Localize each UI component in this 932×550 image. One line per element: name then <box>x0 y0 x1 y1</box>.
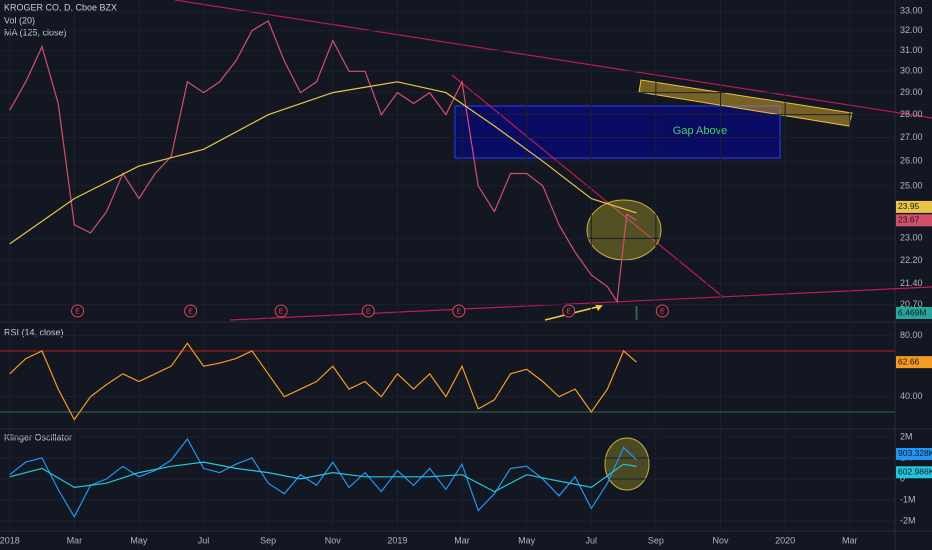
volume-label: 6.469M <box>898 307 926 317</box>
earnings-marker <box>71 304 85 318</box>
last-value-label: 602.986K <box>898 467 932 477</box>
earnings-label: E <box>366 308 371 315</box>
y-tick-label: -1M <box>900 494 916 504</box>
y-tick-label: 26.00 <box>900 156 923 166</box>
series-line <box>9 20 637 304</box>
earnings-marker <box>274 304 288 318</box>
last-value-box <box>896 466 932 479</box>
trendline <box>174 0 932 119</box>
trendline <box>229 286 932 321</box>
last-value-label: 903.328K <box>898 448 932 458</box>
earnings-marker <box>361 304 375 318</box>
y-tick-label: 31.00 <box>900 45 923 55</box>
last-value-box <box>896 307 932 319</box>
last-value-label: 23.67 <box>898 215 920 225</box>
highlight <box>586 199 662 261</box>
last-value-box <box>896 200 932 213</box>
x-tick-label: Sep <box>260 535 276 545</box>
x-tick-label: May <box>130 535 148 545</box>
earnings-label: E <box>188 308 193 315</box>
y-tick-label: 32.00 <box>900 25 923 35</box>
y-tick-label: 30.00 <box>900 66 923 76</box>
earnings-marker <box>562 304 576 318</box>
legend-entry: RSI (14, close) <box>4 327 64 337</box>
y-tick-label: 23.00 <box>900 233 923 243</box>
earnings-label: E <box>456 308 461 315</box>
y-tick-label: 25.00 <box>900 180 923 190</box>
y-tick-label: 21.40 <box>900 278 923 288</box>
highlight <box>604 437 650 491</box>
earnings-label: E <box>660 308 665 315</box>
last-value-box <box>896 447 932 460</box>
last-value-box <box>896 356 932 369</box>
x-tick-label: Sep <box>648 535 664 545</box>
x-tick-label: May <box>518 535 536 545</box>
x-tick-label: Mar <box>842 535 858 545</box>
earnings-marker <box>655 304 669 318</box>
x-tick-label: Nov <box>713 535 730 545</box>
x-tick-label: 2018 <box>0 535 20 545</box>
series-line <box>9 342 637 421</box>
series-line <box>9 81 637 245</box>
earnings-label: E <box>279 308 284 315</box>
series-line <box>9 461 637 493</box>
volume-bar <box>635 306 638 320</box>
legend-entry: Vol (20) <box>4 15 35 25</box>
earnings-marker <box>452 304 466 318</box>
x-tick-label: Mar <box>67 535 83 545</box>
y-tick-label: -2M <box>900 515 916 525</box>
arrow-head <box>595 304 603 311</box>
earnings-marker <box>184 304 198 318</box>
y-tick-label: 20.70 <box>900 299 923 309</box>
x-tick-label: 2020 <box>775 535 795 545</box>
x-tick-label: Jul <box>586 535 598 545</box>
y-tick-label: 0 <box>900 473 905 483</box>
y-tick-label: 22.20 <box>900 255 923 265</box>
y-tick-label: 2M <box>900 431 913 441</box>
x-tick-label: Nov <box>325 535 342 545</box>
x-tick-label: 2019 <box>387 535 407 545</box>
last-value-box <box>896 214 932 227</box>
last-value-label: 23.95 <box>898 201 920 211</box>
y-tick-label: 27.00 <box>900 132 923 142</box>
y-tick-label: 28.00 <box>900 109 923 119</box>
y-tick-label: 40.00 <box>900 391 923 401</box>
chart-title: KROGER CO, D, Cboe BZX <box>4 2 117 12</box>
legend-entry: MA (125, close) <box>4 27 67 37</box>
gap-box <box>454 105 781 159</box>
last-value-label: 62.66 <box>898 356 920 366</box>
annotation: Gap Above <box>673 125 727 137</box>
x-tick-label: Jul <box>198 535 210 545</box>
y-tick-label: 33.00 <box>900 6 923 16</box>
earnings-label: E <box>75 308 80 315</box>
x-tick-label: Mar <box>454 535 470 545</box>
y-tick-label: 80.00 <box>900 330 923 340</box>
earnings-label: E <box>566 308 571 315</box>
y-tick-label: 29.00 <box>900 87 923 97</box>
